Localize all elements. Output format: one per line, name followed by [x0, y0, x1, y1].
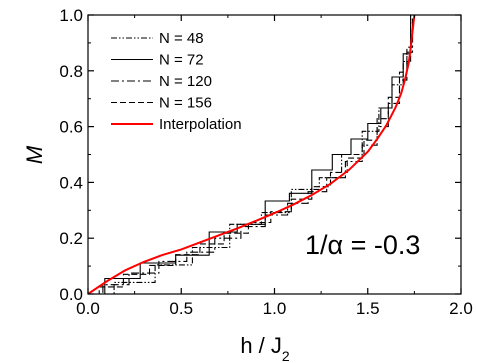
x-tick-label: 2.0: [449, 299, 473, 318]
x-tick-label: 1.0: [263, 299, 287, 318]
x-axis-label: h / J2: [240, 333, 290, 363]
series-line-4: [88, 15, 416, 294]
series-line-3: [88, 15, 414, 294]
series-layer: [88, 15, 416, 294]
x-tick-label: 1.5: [356, 299, 380, 318]
y-tick-label: 1.0: [59, 6, 83, 25]
y-tick-label: 0.0: [59, 285, 83, 304]
legend-label-0: N = 48: [159, 30, 204, 47]
legend-label-4: Interpolation: [159, 116, 242, 133]
alpha-annotation: 1/α = -0.3: [305, 230, 420, 260]
axes-layer: 0.0 0.5 1.0 1.5 2.0 0.0 0.2 0.4 0.6 0.8 1.0: [59, 6, 472, 318]
y-tick-label: 0.4: [59, 173, 83, 192]
x-tick-label: 0.0: [76, 299, 100, 318]
legend-label-3: N = 156: [159, 95, 212, 112]
legend-label-1: N = 72: [159, 52, 204, 69]
y-tick-label: 0.6: [59, 118, 83, 137]
legend: N = 48 N = 72 N = 120 N = 156 Interpolation: [111, 30, 242, 133]
legend-label-2: N = 120: [159, 73, 212, 90]
y-tick-label: 0.2: [59, 229, 83, 248]
y-tick-label: 0.8: [59, 62, 83, 81]
y-axis-label: M: [22, 145, 47, 164]
x-tick-label: 0.5: [169, 299, 193, 318]
